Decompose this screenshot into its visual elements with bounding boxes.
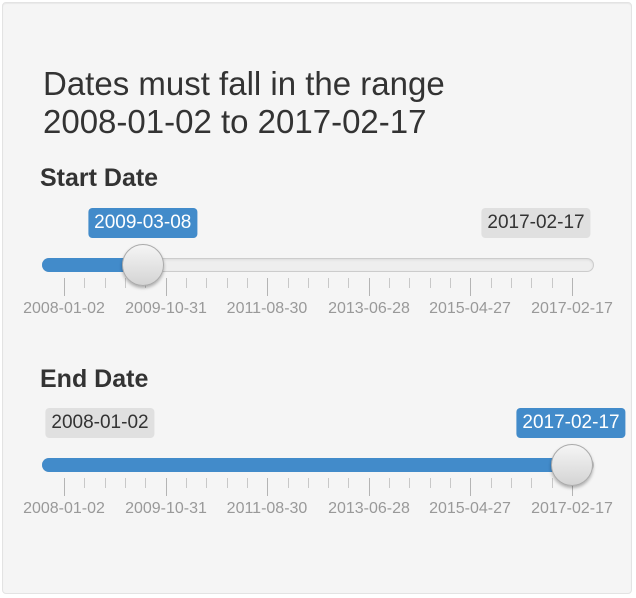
start-date-major-tick [267, 278, 268, 296]
end-date-minor-tick [511, 478, 512, 488]
end-date-tick-label: 2013-06-28 [328, 500, 410, 517]
start-date-value-bubble: 2009-03-08 [88, 208, 198, 238]
start-date-label: Start Date [40, 164, 159, 192]
start-date-minor-tick [552, 278, 553, 288]
end-date-minor-tick [125, 478, 126, 488]
start-date-minor-tick [491, 278, 492, 288]
range-heading-line2: 2008-01-02 to 2017-02-17 [43, 103, 427, 140]
end-date-minor-tick [450, 478, 451, 488]
end-date-minor-tick [389, 478, 390, 488]
end-date-major-tick [64, 478, 65, 496]
end-date-slider[interactable]: 2008-01-02 2017-02-17 2008-01-02 2009-10-… [0, 408, 636, 548]
end-date-minor-tick [105, 478, 106, 488]
end-date-minor-tick [430, 478, 431, 488]
start-date-tick-label: 2011-08-30 [226, 300, 308, 317]
start-date-minor-tick [430, 278, 431, 288]
start-date-tick-label: 2015-04-27 [429, 300, 511, 317]
start-date-major-tick [572, 278, 573, 296]
end-date-minor-tick [247, 478, 248, 488]
start-date-max-bubble: 2017-02-17 [481, 208, 591, 238]
end-date-major-tick [470, 478, 471, 496]
end-date-major-tick [166, 478, 167, 496]
end-date-min-bubble: 2008-01-02 [45, 408, 155, 438]
start-date-minor-tick [308, 278, 309, 288]
start-date-minor-tick [186, 278, 187, 288]
end-date-major-tick [369, 478, 370, 496]
end-date-minor-tick [348, 478, 349, 488]
start-date-handle[interactable] [121, 244, 164, 286]
end-date-minor-tick [531, 478, 532, 488]
end-date-minor-tick [206, 478, 207, 488]
end-date-major-tick [572, 478, 573, 496]
end-date-minor-tick [552, 478, 553, 488]
start-date-fill [42, 258, 143, 272]
start-date-major-tick [64, 278, 65, 296]
start-date-tick-label: 2013-06-28 [328, 300, 410, 317]
start-date-slider[interactable]: 2009-03-08 2017-02-17 2008-01-02 2009-10-… [0, 208, 636, 348]
end-date-tick-label: 2017-02-17 [531, 500, 613, 517]
start-date-minor-tick [389, 278, 390, 288]
end-date-fill [42, 458, 572, 472]
start-date-tick-label: 2017-02-17 [531, 300, 613, 317]
start-date-minor-tick [348, 278, 349, 288]
end-date-tick-label: 2015-04-27 [429, 500, 511, 517]
end-date-minor-tick [145, 478, 146, 488]
start-date-minor-tick [288, 278, 289, 288]
start-date-minor-tick [105, 278, 106, 288]
range-heading: Dates must fall in the range 2008-01-02 … [43, 65, 603, 141]
start-date-minor-tick [450, 278, 451, 288]
start-date-minor-tick [409, 278, 410, 288]
end-date-major-tick [267, 478, 268, 496]
start-date-minor-tick [125, 278, 126, 288]
start-date-major-tick [166, 278, 167, 296]
start-date-minor-tick [206, 278, 207, 288]
start-date-minor-tick [511, 278, 512, 288]
range-heading-line1: Dates must fall in the range [43, 65, 445, 102]
end-date-handle[interactable] [551, 444, 593, 486]
end-date-minor-tick [328, 478, 329, 488]
end-date-minor-tick [491, 478, 492, 488]
end-date-minor-tick [227, 478, 228, 488]
end-date-minor-tick [84, 478, 85, 488]
end-date-value-bubble: 2017-02-17 [516, 408, 626, 438]
end-date-minor-tick [409, 478, 410, 488]
end-date-tick-label: 2011-08-30 [226, 500, 308, 517]
start-date-minor-tick [328, 278, 329, 288]
start-date-minor-tick [84, 278, 85, 288]
start-date-minor-tick [247, 278, 248, 288]
end-date-minor-tick [186, 478, 187, 488]
start-date-major-tick [369, 278, 370, 296]
end-date-minor-tick [308, 478, 309, 488]
end-date-label: End Date [40, 365, 149, 393]
end-date-tick-label: 2008-01-02 [23, 500, 105, 517]
end-date-tick-label: 2009-10-31 [125, 500, 207, 517]
start-date-minor-tick [227, 278, 228, 288]
start-date-minor-tick [531, 278, 532, 288]
start-date-tick-label: 2008-01-02 [23, 300, 105, 317]
end-date-minor-tick [288, 478, 289, 488]
start-date-tick-label: 2009-10-31 [125, 300, 207, 317]
start-date-major-tick [470, 278, 471, 296]
